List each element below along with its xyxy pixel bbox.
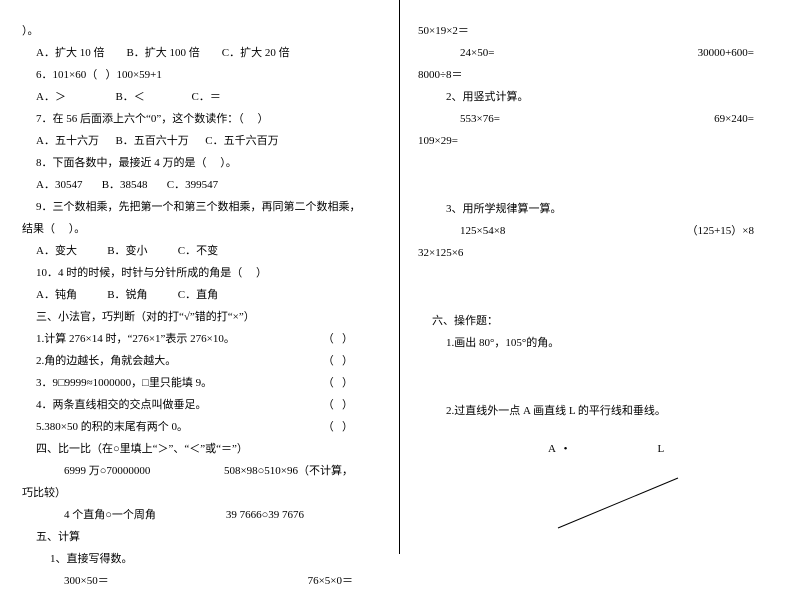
expr-b: 30000+600= [698, 42, 754, 64]
opt-a: A．＞ [36, 91, 66, 103]
opt-c: C．扩大 20 倍 [222, 47, 290, 59]
expr-a: 24×50= [460, 47, 494, 59]
s3-q5: 5.380×50 的积的末尾有两个 0。 （ ） [22, 416, 383, 438]
q10-options: A．钝角 B．锐角 C．直角 [22, 284, 383, 306]
s6-q1: 1.画出 80°，105°的角。 [418, 332, 784, 354]
section-6-title: 六、操作题： [418, 310, 784, 332]
s5-3-row2: 32×125×6 [418, 242, 784, 264]
s3-q1: 1.计算 276×14 时，“276×1”表示 276×10。 （ ） [22, 328, 383, 350]
spacer [418, 264, 784, 310]
text: 3．9□9999≈1000000，□里只能填 9。 [36, 377, 212, 389]
section-5-title: 五、计算 [22, 526, 383, 548]
q5-options: A．扩大 10 倍 B．扩大 100 倍 C．扩大 20 倍 [22, 42, 383, 64]
paren: （ ） [323, 350, 353, 372]
q6-options: A．＞ B．＜ C．＝ [22, 86, 383, 108]
spacer [418, 422, 784, 438]
line-l [558, 478, 678, 528]
expr-a: 300×50＝ [64, 575, 109, 587]
expr-b: 76×5×0＝ [308, 570, 353, 592]
opt-b: B．五百六十万 [115, 135, 188, 147]
s6-q2: 2.过直线外一点 A 画直线 L 的平行线和垂线。 [418, 400, 784, 422]
text: 1.计算 276×14 时，“276×1”表示 276×10。 [36, 333, 235, 345]
expr-a: 125×54×8 [460, 225, 505, 237]
q9-options: A．变大 B．变小 C．不变 [22, 240, 383, 262]
s5-2-row2: 109×29= [418, 130, 784, 152]
calc-r1: 50×19×2＝ [418, 20, 784, 42]
calc-r3: 8000÷8＝ [418, 64, 784, 86]
s5-1-row: 300×50＝ 76×5×0＝ [22, 570, 383, 592]
s5-1: 1、直接写得数。 [22, 548, 383, 570]
s4-row1-tail: 巧比较） [22, 482, 383, 504]
paren: （ ） [323, 394, 353, 416]
opt-a: A．钝角 [36, 289, 77, 301]
opt-c: C．不变 [178, 245, 218, 257]
expr-b: 508×98○510×96（不计算， [224, 460, 353, 482]
s4-row2: 4 个直角○一个周角 39 7666○39 7676 [22, 504, 383, 526]
opt-c: C．五千六百万 [205, 135, 278, 147]
opt-c: C．直角 [178, 289, 218, 301]
q8: 8．下面各数中，最接近 4 万的是（ ）。 [22, 152, 383, 174]
q8-options: A．30547 B．38548 C．399547 [22, 174, 383, 196]
right-column: 50×19×2＝ 24×50= 30000+600= 8000÷8＝ 2、用竖式计… [400, 0, 800, 554]
label-l: L [657, 443, 664, 455]
paren: （ ） [323, 416, 353, 438]
left-column: ）。 A．扩大 10 倍 B．扩大 100 倍 C．扩大 20 倍 6．101×… [0, 0, 400, 554]
q7-options: A．五十六万 B．五百六十万 C．五千六百万 [22, 130, 383, 152]
expr-b: （125+15）×8 [687, 220, 754, 242]
opt-b: B．变小 [107, 245, 147, 257]
s5-3: 3、用所学规律算一算。 [418, 198, 784, 220]
opt-a: A．扩大 10 倍 [36, 47, 104, 59]
point-a-line: A • L [418, 438, 784, 460]
text: 4．两条直线相交的交点叫做垂足。 [36, 399, 207, 411]
spacer [418, 152, 784, 198]
expr-a: 553×76= [460, 113, 500, 125]
text: 5.380×50 的积的末尾有两个 0。 [36, 421, 188, 433]
opt-a: A．五十六万 [36, 135, 99, 147]
opt-b: B．＜ [115, 91, 144, 103]
expr-a: 4 个直角○一个周角 [64, 509, 156, 521]
q10: 10．4 时的时候，时针与分针所成的角是（ ） [22, 262, 383, 284]
s3-q4: 4．两条直线相交的交点叫做垂足。 （ ） [22, 394, 383, 416]
q-prev-tail: ）。 [22, 20, 383, 42]
q7: 7．在 56 后面添上六个“0”，这个数读作：（ ） [22, 108, 383, 130]
spacer [418, 354, 784, 400]
opt-b: B．38548 [102, 179, 148, 191]
dot-icon: • [564, 443, 568, 455]
expr-a: 6999 万○70000000 [64, 465, 150, 477]
text: 2.角的边越长，角就会越大。 [36, 355, 176, 367]
opt-a: A．30547 [36, 179, 82, 191]
expr-b: 39 7666○39 7676 [226, 509, 304, 521]
expr-b: 69×240= [714, 108, 754, 130]
opt-c: C．399547 [167, 179, 218, 191]
s3-q3: 3．9□9999≈1000000，□里只能填 9。 （ ） [22, 372, 383, 394]
s3-q2: 2.角的边越长，角就会越大。 （ ） [22, 350, 383, 372]
q9: 9．三个数相乘，先把第一个和第三个数相乘，再同第二个数相乘， [22, 196, 383, 218]
opt-b: B．锐角 [107, 289, 147, 301]
q6: 6．101×60（ ）100×59+1 [22, 64, 383, 86]
q9-tail: 结果（ ）。 [22, 218, 383, 240]
s5-3-row1: 125×54×8 （125+15）×8 [418, 220, 784, 242]
s5-2: 2、用竖式计算。 [418, 86, 784, 108]
s4-row1: 6999 万○70000000 508×98○510×96（不计算， [22, 460, 383, 482]
line-svg [518, 468, 718, 538]
section-4-title: 四、比一比（在○里填上“＞”、“＜”或“＝”） [22, 438, 383, 460]
label-a: A [548, 443, 555, 455]
line-l-figure [518, 468, 784, 546]
opt-b: B．扩大 100 倍 [126, 47, 199, 59]
s5-2-row1: 553×76= 69×240= [418, 108, 784, 130]
paren: （ ） [323, 328, 353, 350]
calc-r2: 24×50= 30000+600= [418, 42, 784, 64]
section-3-title: 三、小法官，巧判断（对的打“√”错的打“×”） [22, 306, 383, 328]
opt-a: A．变大 [36, 245, 77, 257]
opt-c: C．＝ [192, 91, 221, 103]
paren: （ ） [323, 372, 353, 394]
